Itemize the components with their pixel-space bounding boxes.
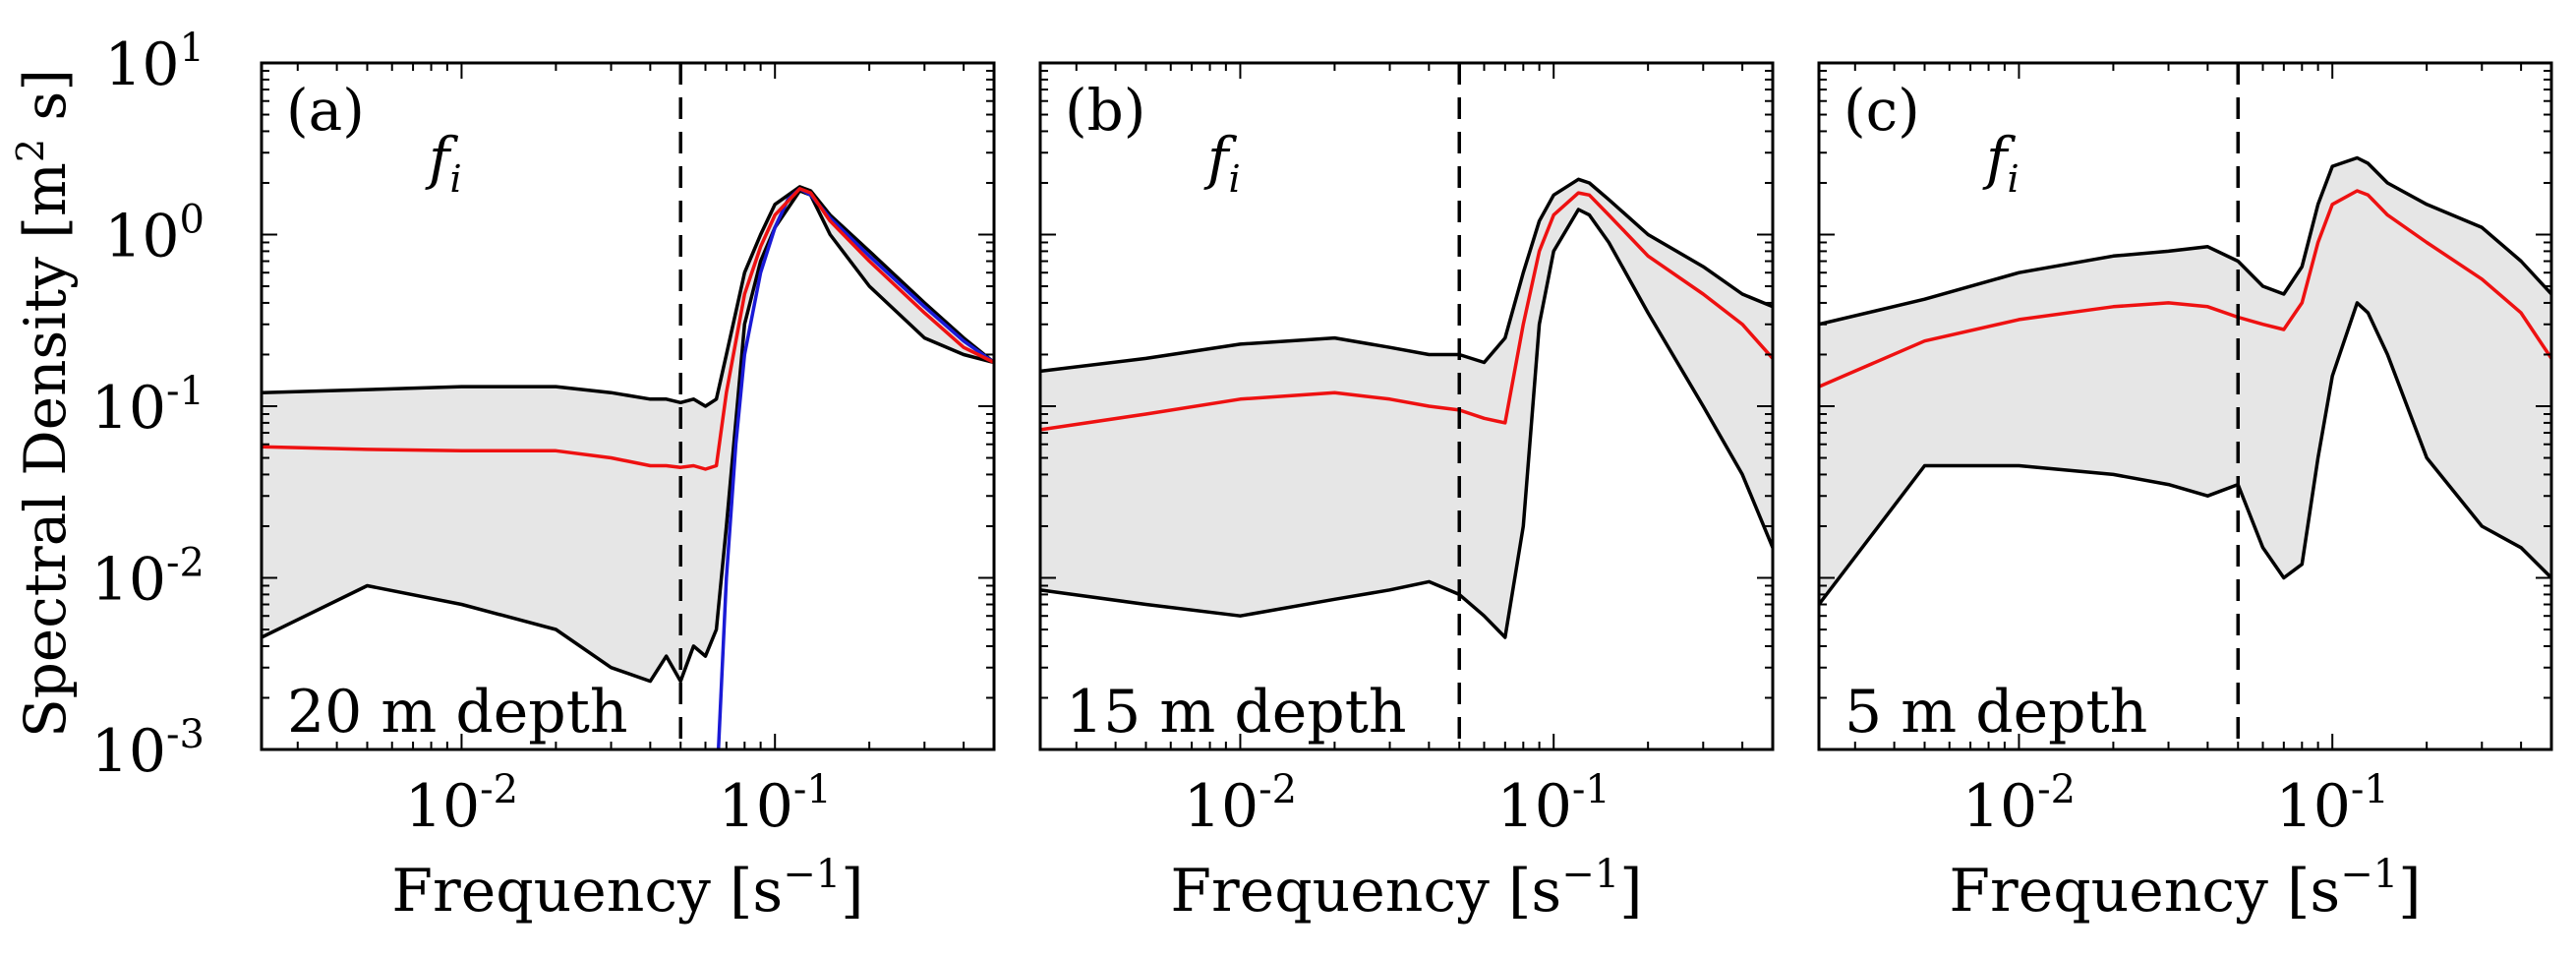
panel-b-series <box>1040 177 1773 639</box>
y-tick-label: 10-3 <box>91 712 205 786</box>
y-axis-label: Spectral Density [m2 s] <box>9 69 79 738</box>
panel-c-lower-bound-line <box>1819 301 2551 606</box>
panel-b-depth-label: 15 m depth <box>1066 678 1406 747</box>
panel-b-lower-bound-line <box>1040 208 1773 639</box>
panel-c-series <box>1819 155 2551 606</box>
panel-b-x-tick-label: 10-2 <box>1184 767 1297 841</box>
panel-a-lower-bound-line <box>262 189 994 684</box>
panel-a-fi-label: fi <box>425 125 462 201</box>
panel-b-upper-bound-line <box>1040 177 1773 374</box>
panel-a-envelope <box>262 186 994 682</box>
panel-c-upper-bound-line <box>1819 155 2551 327</box>
panel-a: (a) fi 20 m depth Frequency [s−1] 10-2 10… <box>260 61 996 926</box>
y-tick-label: 10-2 <box>91 541 205 615</box>
panel-a-upper-bound-line <box>262 185 994 408</box>
panel-a-label: (a) <box>286 77 365 144</box>
panel-b-x-axis-label: Frequency [s−1] <box>1170 852 1642 926</box>
panel-a-x-tick-label: 10-2 <box>405 767 518 841</box>
panel-a-series <box>262 185 994 749</box>
y-tick-label: 101 <box>104 26 205 99</box>
panel-b-fi-label: fi <box>1203 125 1241 201</box>
y-tick-label: 100 <box>104 198 205 271</box>
y-tick-label: 10-1 <box>91 369 205 443</box>
panel-c-x-tick-label: 10-1 <box>2276 767 2389 841</box>
panel-b-median-line <box>1040 191 1773 432</box>
panel-b-envelope <box>1040 179 1773 638</box>
panel-c-x-axis-label: Frequency [s−1] <box>1949 852 2421 926</box>
panel-a-median-line <box>262 187 994 471</box>
panel-c: (c) fi 5 m depth Frequency [s−1] 10-2 10-… <box>1817 61 2553 926</box>
panel-c-frame <box>1817 61 2553 751</box>
panel-c-label: (c) <box>1844 77 1920 144</box>
panel-a-x-axis-label: Frequency [s−1] <box>391 852 863 926</box>
panel-b-x-tick-label: 10-1 <box>1497 767 1610 841</box>
panel-b-frame <box>1038 61 1775 751</box>
panel-b-label: (b) <box>1065 77 1145 144</box>
panel-a-x-tick-label: 10-1 <box>719 767 832 841</box>
panel-c-median-line <box>1819 189 2551 389</box>
panel-a-frame <box>260 61 996 751</box>
y-tick-labels: 10-3 10-2 10-1 100 101 <box>91 26 205 786</box>
panel-c-fi-label: fi <box>1982 125 2020 201</box>
panel-c-depth-label: 5 m depth <box>1844 678 2147 747</box>
panel-a-depth-label: 20 m depth <box>287 678 627 747</box>
panel-b: (b) fi 15 m depth Frequency [s−1] 10-2 10… <box>1038 61 1775 926</box>
panel-c-envelope <box>1819 157 2551 605</box>
panel-a-model-line <box>716 187 994 749</box>
panel-c-x-tick-label: 10-2 <box>1962 767 2076 841</box>
